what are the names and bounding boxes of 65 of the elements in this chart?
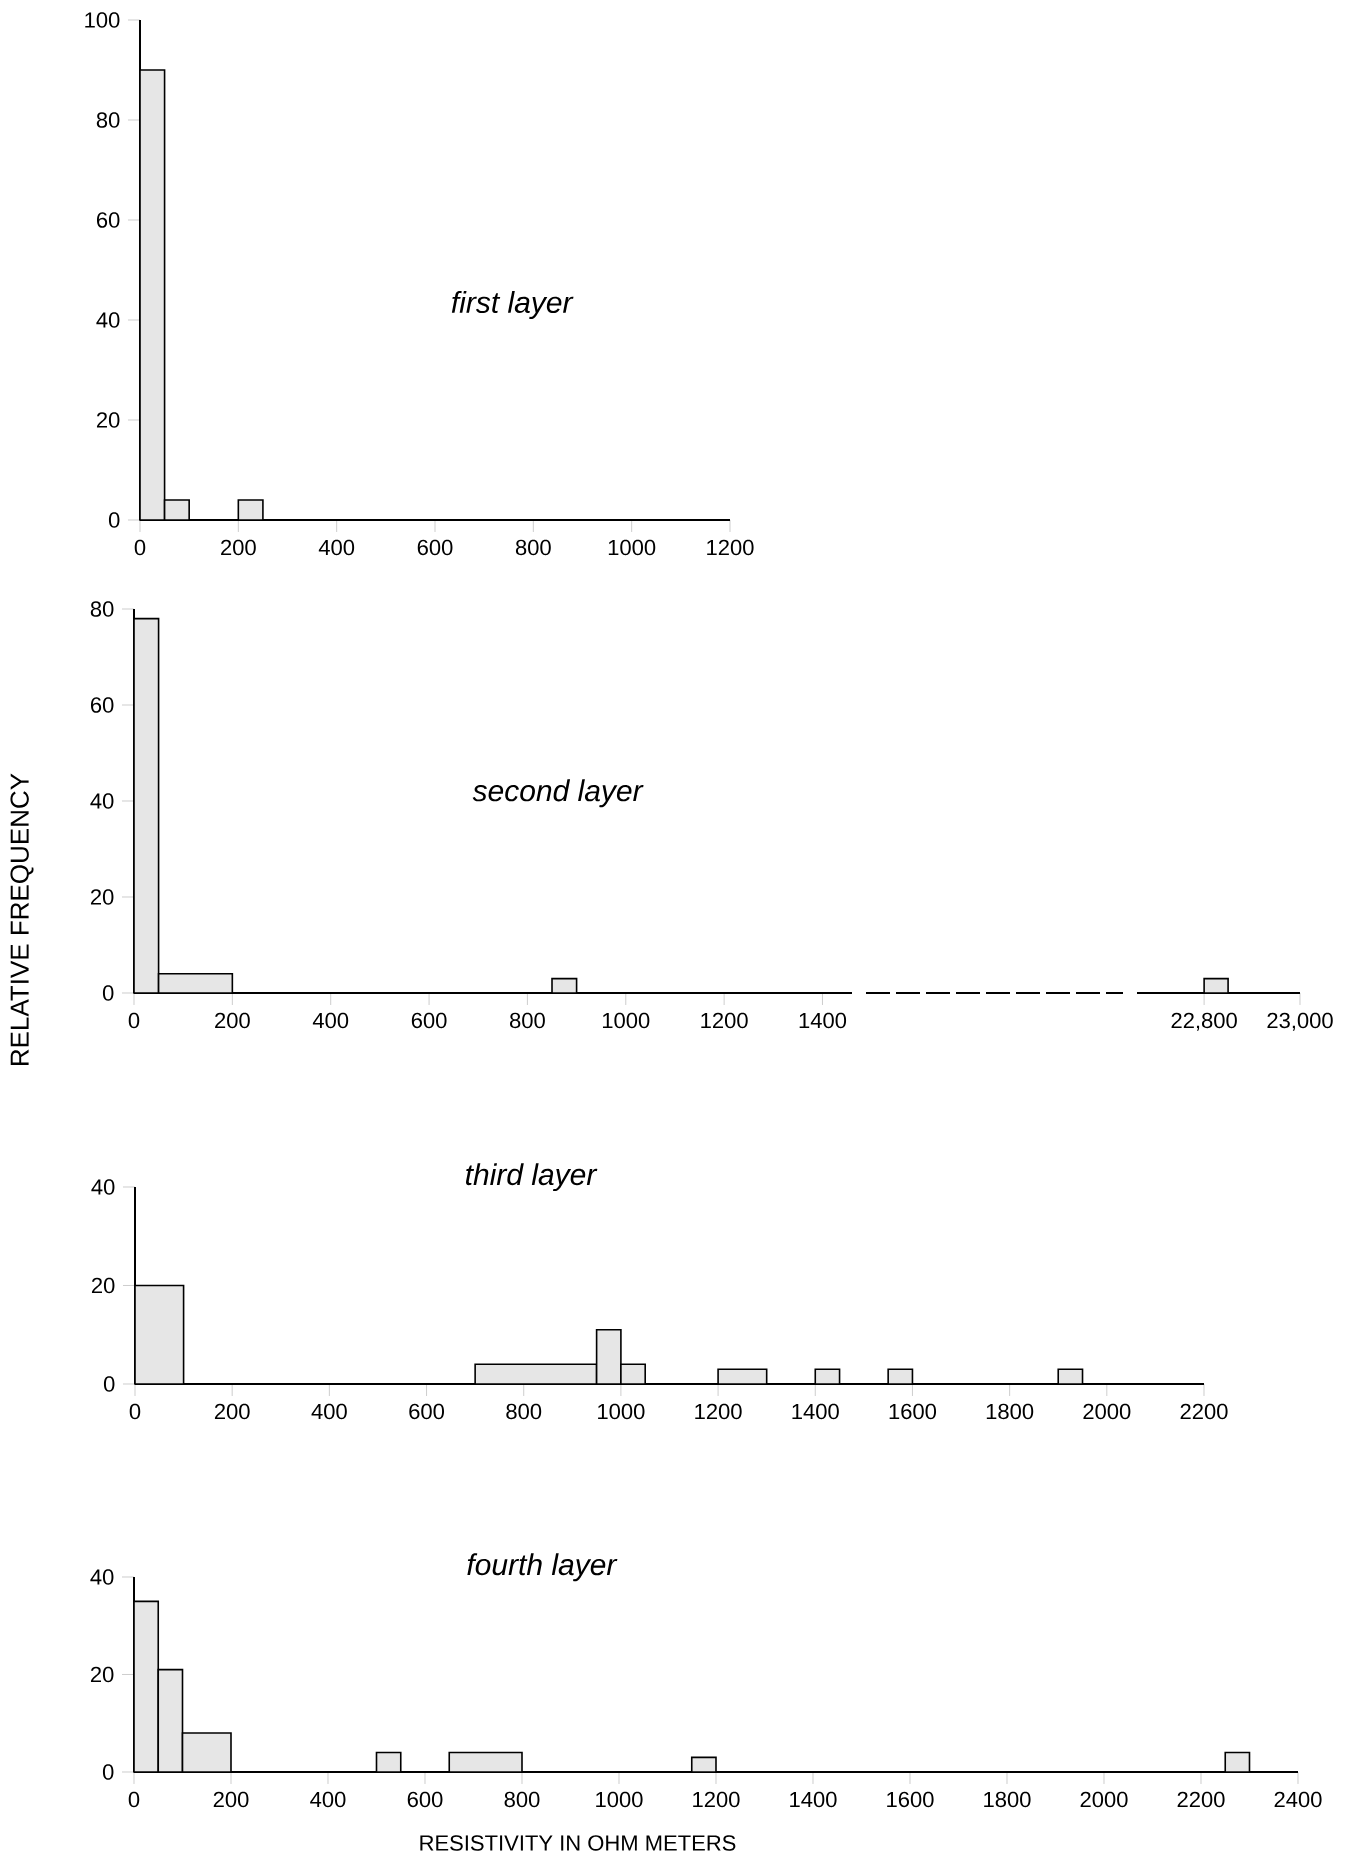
x-tick-label: 0 bbox=[134, 539, 146, 556]
y-tick-label: 60 bbox=[90, 697, 114, 713]
y-tick-label: 20 bbox=[90, 889, 114, 905]
x-tick-label: 400 bbox=[311, 1403, 347, 1420]
y-tick-label: 20 bbox=[91, 1277, 115, 1294]
x-tick-label: 600 bbox=[417, 539, 453, 556]
y-tick-label: 80 bbox=[90, 601, 114, 617]
x-tick-label: 1400 bbox=[790, 1791, 837, 1808]
x-tick-label: 22,800 bbox=[1171, 1012, 1237, 1031]
x-tick-label: 0 bbox=[129, 1403, 141, 1420]
y-tick-label: 40 bbox=[90, 1569, 114, 1585]
y-tick-label: 60 bbox=[96, 212, 120, 228]
y-tick-label: 0 bbox=[102, 1764, 114, 1780]
y-tick-label: 100 bbox=[85, 12, 120, 28]
x-tick-label: 400 bbox=[310, 1791, 346, 1808]
x-tick-label: 200 bbox=[215, 1012, 250, 1029]
x-tick-label: 800 bbox=[504, 1791, 540, 1808]
x-tick-label: 600 bbox=[407, 1791, 443, 1808]
y-tick-label: 0 bbox=[103, 1376, 115, 1392]
y-tick-label: 20 bbox=[96, 412, 120, 428]
x-tick-label: 200 bbox=[213, 1791, 249, 1808]
x-tick-label: 1200 bbox=[693, 1791, 740, 1808]
x-tick-label: 600 bbox=[411, 1012, 447, 1029]
chart-title: third layer bbox=[466, 1163, 598, 1192]
x-tick-label: 1000 bbox=[608, 539, 656, 556]
x-tick-label: 1000 bbox=[596, 1791, 643, 1808]
x-tick-label: 200 bbox=[214, 1403, 250, 1420]
y-tick-label: 80 bbox=[96, 112, 120, 128]
x-tick-label: 1800 bbox=[984, 1791, 1031, 1808]
x-tick-label: 1400 bbox=[799, 1012, 847, 1029]
x-tick-label: 2000 bbox=[1083, 1403, 1131, 1420]
x-tick-label: 1600 bbox=[889, 1403, 937, 1420]
x-axis-title: RESISTIVITY IN OHM METERS bbox=[420, 1835, 736, 1851]
x-tick-label: 800 bbox=[510, 1012, 545, 1029]
x-tick-label: 1200 bbox=[695, 1403, 742, 1420]
x-tick-label: 2200 bbox=[1180, 1403, 1228, 1420]
x-tick-label: 1200 bbox=[707, 539, 754, 556]
y-tick-label: 40 bbox=[90, 793, 114, 809]
x-tick-label: 1600 bbox=[887, 1791, 934, 1808]
x-tick-label: 1000 bbox=[602, 1012, 650, 1029]
x-tick-label: 200 bbox=[221, 539, 256, 556]
x-tick-label: 800 bbox=[515, 539, 551, 556]
y-tick-label: 40 bbox=[91, 1179, 115, 1195]
x-tick-label: 600 bbox=[409, 1403, 445, 1420]
y-tick-label: 40 bbox=[96, 312, 120, 328]
y-tick-label: 0 bbox=[102, 985, 114, 1001]
y-tick-label: 20 bbox=[90, 1666, 114, 1683]
x-tick-label: 1400 bbox=[792, 1403, 839, 1420]
x-tick-label: 0 bbox=[128, 1791, 140, 1808]
text: second layer bbox=[472, 779, 644, 808]
x-tick-label: 1000 bbox=[598, 1403, 645, 1420]
y-axis-title: RELATIVE FREQUENCY bbox=[10, 773, 34, 1066]
y-tick-label: 0 bbox=[108, 512, 120, 528]
x-tick-label: 400 bbox=[312, 1012, 349, 1029]
x-tick-label: 2400 bbox=[1274, 1791, 1322, 1808]
x-tick-label: 2000 bbox=[1080, 1791, 1128, 1808]
x-tick-label: 1200 bbox=[701, 1012, 748, 1029]
x-tick-label: 23,000 bbox=[1267, 1012, 1333, 1031]
chart-title: fourth layer bbox=[467, 1553, 618, 1582]
x-tick-label: 2200 bbox=[1177, 1791, 1225, 1808]
x-tick-label: 0 bbox=[128, 1012, 140, 1029]
x-tick-label: 1800 bbox=[986, 1403, 1034, 1420]
text: first layer bbox=[451, 291, 574, 319]
x-tick-label: 400 bbox=[318, 539, 355, 556]
x-tick-label: 800 bbox=[506, 1403, 542, 1420]
